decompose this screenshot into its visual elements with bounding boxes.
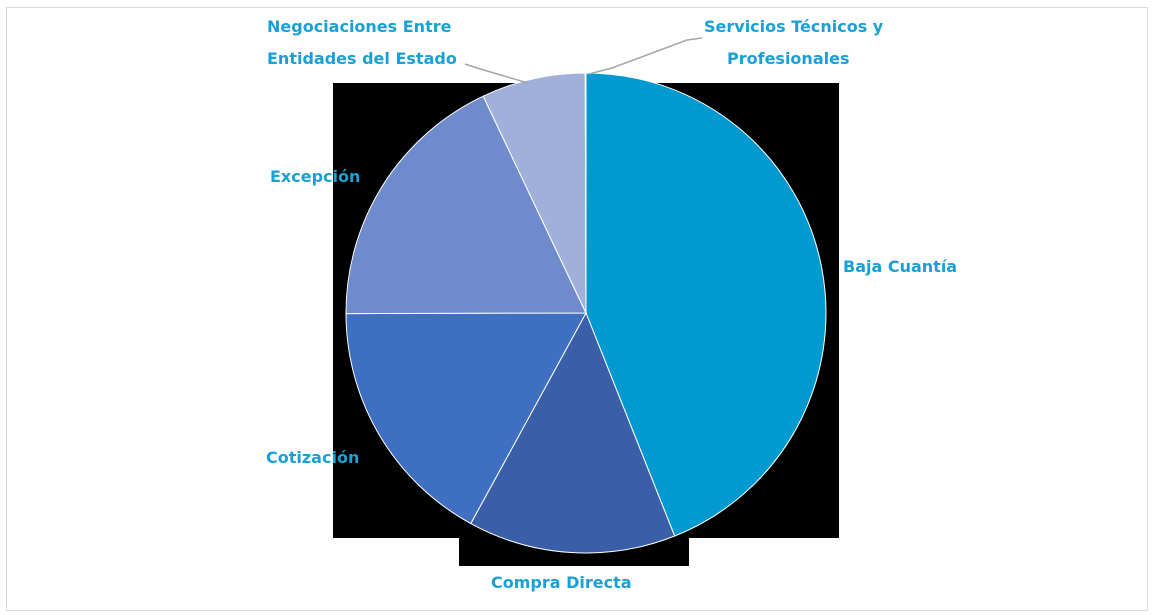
pie-chart: Baja Cuantía Compra Directa Cotización Exce… <box>266 17 957 592</box>
pie-slices <box>345 72 827 554</box>
leader-line <box>588 37 703 75</box>
pie-slice <box>482 72 587 314</box>
slice-labels: Baja Cuantía Compra Directa Cotización Exce… <box>266 17 957 592</box>
slice-label: Compra Directa <box>491 573 632 592</box>
pie-slice <box>345 95 587 315</box>
slice-label: Excepción <box>270 167 360 186</box>
slice-label: Entidades del Estado <box>267 49 457 68</box>
pie-slice <box>585 72 827 537</box>
slice-label: Profesionales <box>727 49 849 68</box>
chart-frame: Baja Cuantía Compra Directa Cotización Exce… <box>6 7 1148 611</box>
leader-lines <box>464 37 703 84</box>
slice-label: Servicios Técnicos y <box>704 17 884 36</box>
leader-line <box>464 63 529 84</box>
slice-label: Cotización <box>266 448 359 467</box>
slice-label: Negociaciones Entre <box>267 17 452 36</box>
pie-slice <box>345 312 587 525</box>
pie-slice <box>470 311 676 554</box>
slice-label: Baja Cuantía <box>843 257 957 276</box>
pie-slice <box>584 72 587 314</box>
